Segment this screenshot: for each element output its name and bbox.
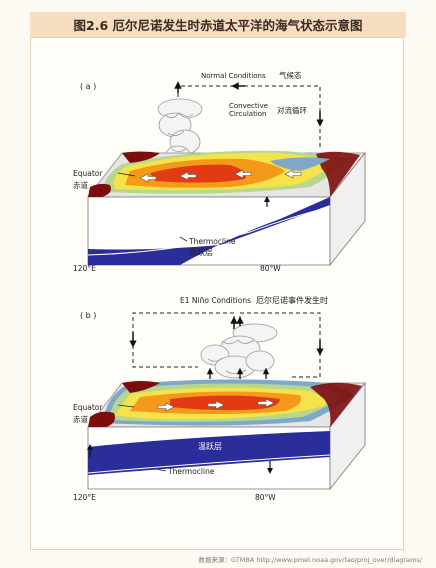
thermocline-a (88, 197, 330, 265)
lon-east-a: 80°W (260, 264, 281, 273)
normal-conditions-zh-label: 气候态 (279, 70, 302, 80)
panel-a-tag: ( a ) (80, 82, 96, 91)
convective-label-line1: Convective (229, 102, 268, 110)
equator-zh-label-a: 赤道 (73, 180, 88, 190)
title-bar: 图2.6 厄尔尼诺发生时赤道太平洋的海气状态示意图 (30, 12, 406, 37)
lon-west-a: 120°E (73, 264, 96, 273)
lon-east-b: 80°W (255, 493, 276, 502)
convective-zh-label: 对流循环 (277, 105, 307, 115)
panel-b-tag: ( b ) (80, 311, 96, 320)
cloud-b (200, 323, 278, 379)
thermocline-b (88, 431, 330, 475)
trade-wind-arrows-a (139, 169, 302, 183)
thermocline-pointer-a (179, 236, 188, 242)
thermocline-zh-label-a: 温跃层 (189, 248, 213, 257)
equator-pointer-b (117, 404, 135, 408)
source-note: 数据来源：GTMBA http://www.pmel.noaa.gov/tao/… (198, 556, 422, 564)
thermocline-pointer-b (155, 468, 167, 472)
el-nino-conditions-label: E1 Niño Conditions (180, 296, 251, 305)
equator-pointer-a (117, 172, 136, 177)
sst-field-a (88, 150, 360, 197)
lon-west-b: 120°E (73, 493, 96, 502)
convective-label-line2: Circulation (229, 110, 267, 118)
equator-zh-label-b: 赤道 (73, 414, 88, 424)
thermocline-zh-label-b: 温跃层 (198, 442, 222, 451)
cloud-a (157, 98, 203, 165)
westerly-arrows-b (157, 398, 275, 412)
thermocline-label-a: Thermocline (188, 237, 236, 246)
sst-field-b (88, 379, 362, 427)
updraft-arrows-b (206, 367, 270, 379)
thermocline-label-b: Thermocline (167, 467, 215, 476)
el-nino-conditions-zh-label: 厄尔尼诺事件发生时 (256, 295, 328, 305)
equator-label-b: Equator (73, 403, 103, 412)
panel-b: E1 Niño Conditions 厄尔尼诺事件发生时 ( b ) (73, 295, 366, 502)
equator-label-a: Equator (73, 169, 103, 178)
enso-diagram: ( a ) Normal Conditions 气候态 Convective C… (73, 70, 366, 502)
normal-conditions-label: Normal Conditions (201, 72, 266, 80)
figure-title: 图2.6 厄尔尼诺发生时赤道太平洋的海气状态示意图 (73, 18, 363, 33)
panel-a: ( a ) Normal Conditions 气候态 Convective C… (73, 70, 366, 273)
